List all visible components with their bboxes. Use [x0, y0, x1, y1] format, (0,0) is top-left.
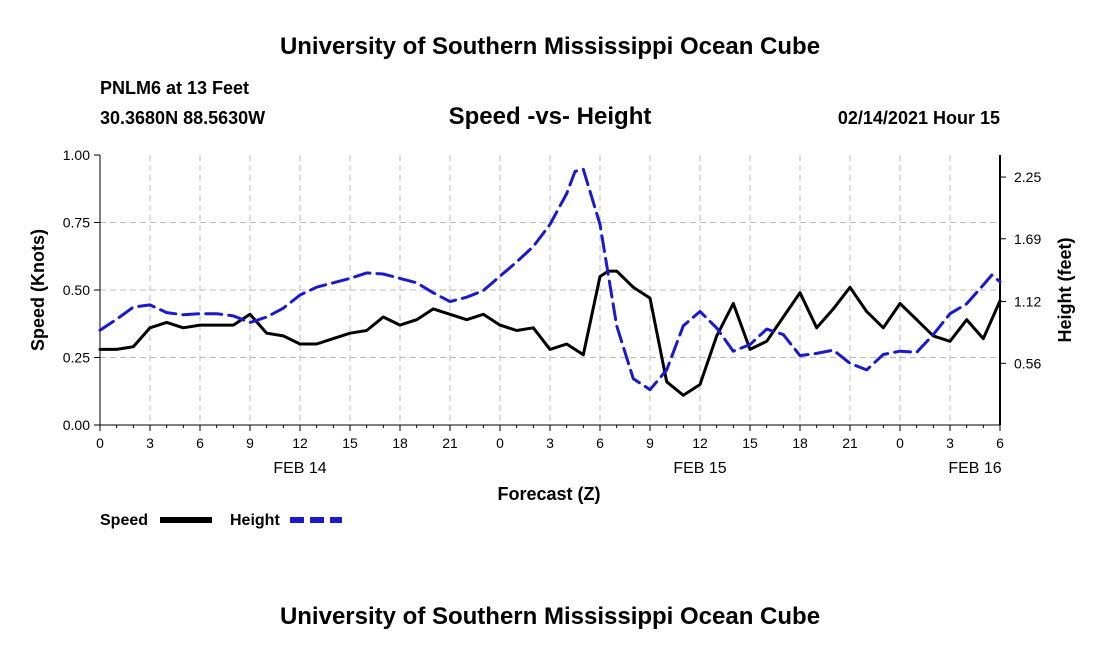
- x-tick-label: 3: [946, 435, 954, 451]
- date-label: FEB 16: [948, 460, 1001, 477]
- station-label: PNLM6 at 13 Feet: [100, 78, 249, 98]
- x-tick-label: 21: [842, 435, 858, 451]
- x-tick-label: 0: [96, 435, 104, 451]
- x-tick-label: 12: [292, 435, 308, 451]
- y-right-tick-label: 2.25: [1014, 169, 1041, 185]
- page-title: University of Southern Mississippi Ocean…: [280, 33, 820, 60]
- x-tick-label: 9: [646, 435, 654, 451]
- y-right-tick-label: 0.56: [1014, 355, 1041, 371]
- x-tick-label: 9: [246, 435, 254, 451]
- legend-speed-label: Speed: [100, 512, 148, 529]
- y-left-tick-label: 0.00: [63, 417, 90, 433]
- height-series-line: [98, 167, 1002, 392]
- y-left-tick-label: 0.25: [63, 350, 90, 366]
- y-axis-right-label: Height (feet): [1055, 238, 1075, 343]
- x-tick-label: 15: [342, 435, 358, 451]
- y-left-tick-label: 1.00: [63, 147, 90, 163]
- footer-title: University of Southern Mississippi Ocean…: [280, 603, 820, 630]
- x-tick-label: 18: [392, 435, 408, 451]
- x-axis-label: Forecast (Z): [497, 484, 600, 504]
- x-tick-label: 3: [146, 435, 154, 451]
- y-right-tick-label: 1.12: [1014, 294, 1041, 310]
- grid-lines: [100, 155, 1000, 425]
- x-tick-label: 3: [546, 435, 554, 451]
- y-left-tick-label: 0.50: [63, 282, 90, 298]
- x-tick-label: 6: [996, 435, 1004, 451]
- date-label: FEB 14: [273, 460, 326, 477]
- x-tick-label: 0: [896, 435, 904, 451]
- axis-ticks: 0 3 6 9 12 15 18 21 0 3 6 9 12 15 18 21 0 3 6 0.00 0.25 0.50 0…: [63, 147, 1042, 477]
- x-tick-label: 12: [692, 435, 708, 451]
- x-tick-label: 0: [496, 435, 504, 451]
- legend-height-label: Height: [230, 512, 280, 529]
- run-time-label: 02/14/2021 Hour 15: [838, 108, 1000, 128]
- chart-title: Speed -vs- Height: [449, 103, 652, 130]
- y-right-tick-label: 1.69: [1014, 231, 1041, 247]
- x-tick-label: 21: [442, 435, 458, 451]
- coordinates-label: 30.3680N 88.5630W: [100, 108, 265, 128]
- y-left-tick-label: 0.75: [63, 215, 90, 231]
- x-tick-label: 18: [792, 435, 808, 451]
- series-layer: [98, 167, 1002, 397]
- x-tick-label: 6: [196, 435, 204, 451]
- x-tick-label: 15: [742, 435, 758, 451]
- date-label: FEB 15: [673, 460, 726, 477]
- x-tick-label: 6: [596, 435, 604, 451]
- y-axis-left-label: Speed (Knots): [28, 229, 48, 351]
